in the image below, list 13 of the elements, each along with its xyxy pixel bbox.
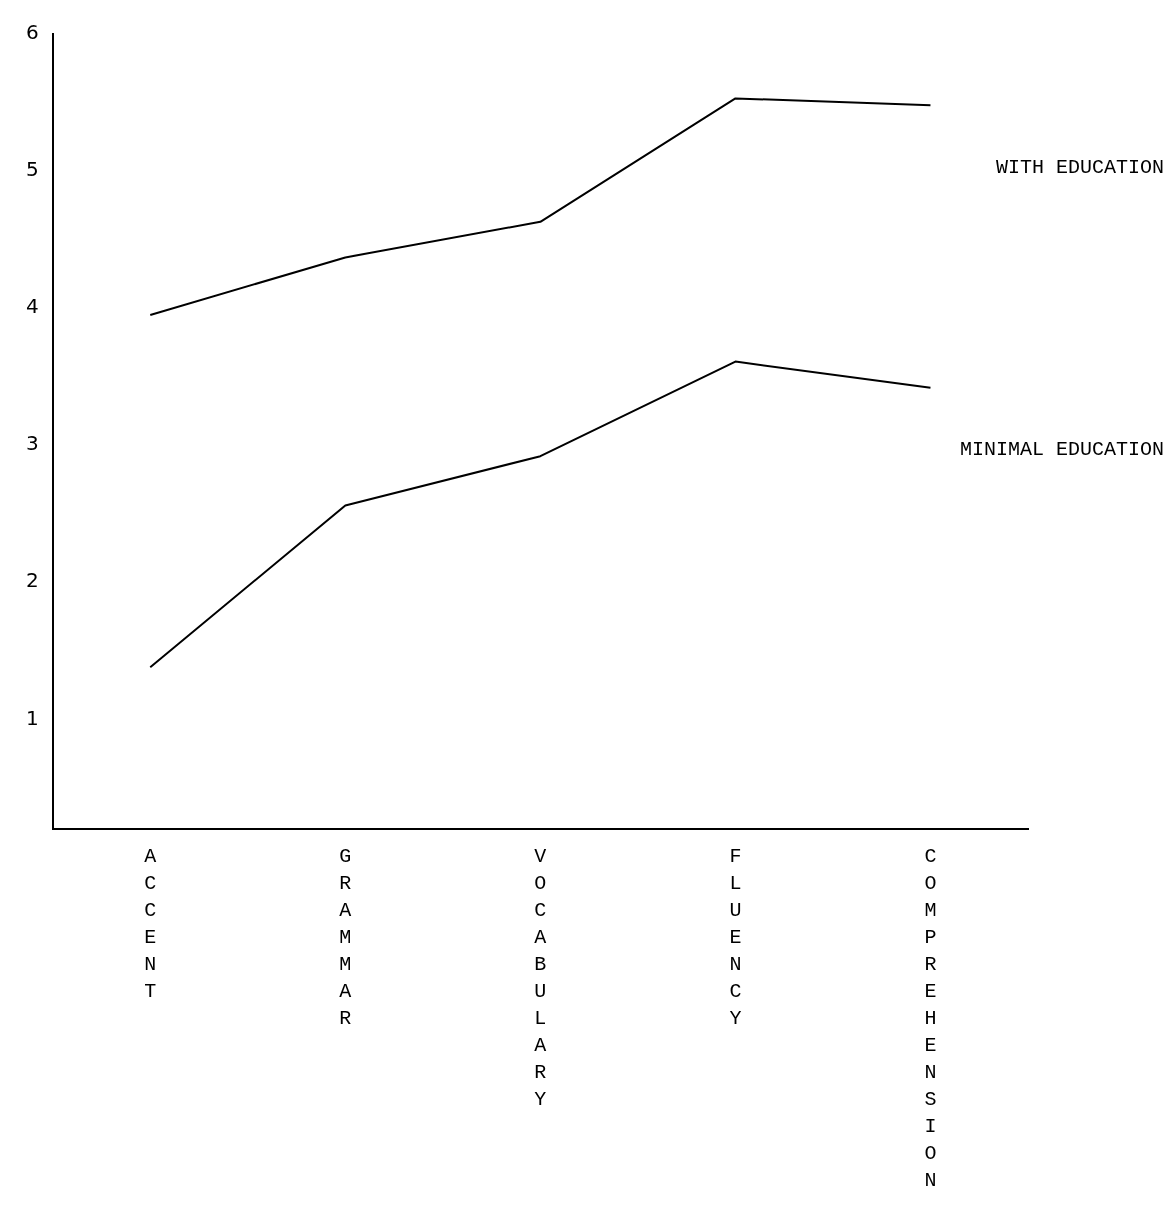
x-tick-label: FLUENCY	[729, 844, 742, 1030]
text: WITH EDUCATION	[995, 155, 1164, 179]
text: MINIMAL EDUCATION	[959, 437, 1164, 461]
x-tick-label: ACCENT	[144, 844, 157, 1003]
y-tick-label: 1	[25, 705, 39, 730]
category-label: COMPREHENSION	[924, 844, 937, 1192]
y-tick-label: 2	[25, 568, 39, 593]
y-tick-label: 6	[25, 20, 39, 45]
y-tick-label: 4	[25, 294, 39, 319]
y-tick-label: 5	[25, 157, 39, 182]
category-label: VOCABULARY	[534, 844, 547, 1111]
x-tick-label: GRAMMAR	[339, 844, 352, 1030]
y-tick-label: 3	[25, 431, 39, 456]
